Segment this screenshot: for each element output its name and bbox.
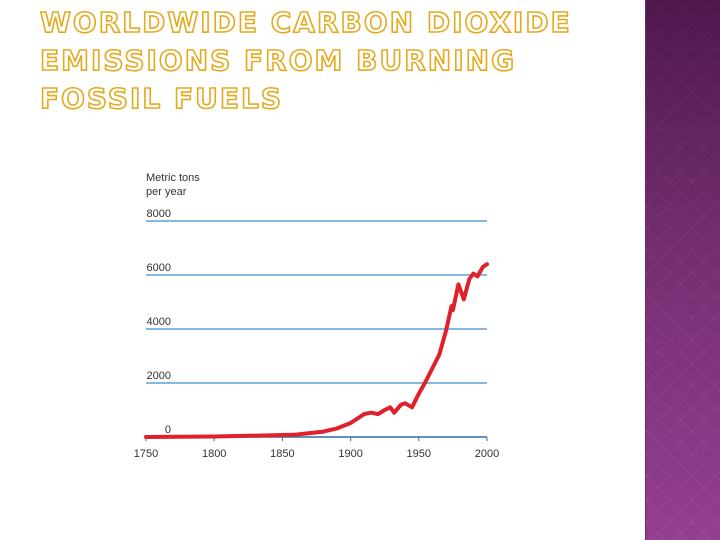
x-tick-labels: 1750 1800 1850 1900 1950 2000 bbox=[134, 448, 499, 460]
x-tick-label-1950: 1950 bbox=[407, 448, 431, 460]
y-tick-label-0: 0 bbox=[165, 424, 171, 436]
series-layer bbox=[144, 262, 489, 439]
x-tick-label-2000: 2000 bbox=[475, 448, 499, 460]
emissions-line-chart: Metric tons per year 0 2000 4000 6000 8000 17… bbox=[134, 172, 499, 460]
x-tick-label-1900: 1900 bbox=[338, 448, 362, 460]
x-tick-label-1800: 1800 bbox=[202, 448, 226, 460]
y-axis-label: Metric tons per year bbox=[146, 172, 200, 198]
series-line-0 bbox=[144, 262, 489, 439]
decorative-side-panel bbox=[642, 0, 720, 540]
x-tick-label-1850: 1850 bbox=[270, 448, 294, 460]
y-axis-label-line-2: per year bbox=[146, 186, 187, 198]
y-tick-label-8000: 8000 bbox=[147, 208, 171, 220]
y-tick-label-6000: 6000 bbox=[147, 262, 171, 274]
y-axis-label-line-1: Metric tons bbox=[146, 172, 200, 184]
grid-layer bbox=[145, 220, 488, 441]
y-tick-label-2000: 2000 bbox=[147, 370, 171, 382]
x-tick-label-1750: 1750 bbox=[134, 448, 158, 460]
slide-title: Worldwide Carbon Dioxide Emissions from … bbox=[39, 5, 572, 116]
y-tick-label-4000: 4000 bbox=[147, 316, 171, 328]
y-tick-labels: 0 2000 4000 6000 8000 bbox=[147, 208, 171, 436]
